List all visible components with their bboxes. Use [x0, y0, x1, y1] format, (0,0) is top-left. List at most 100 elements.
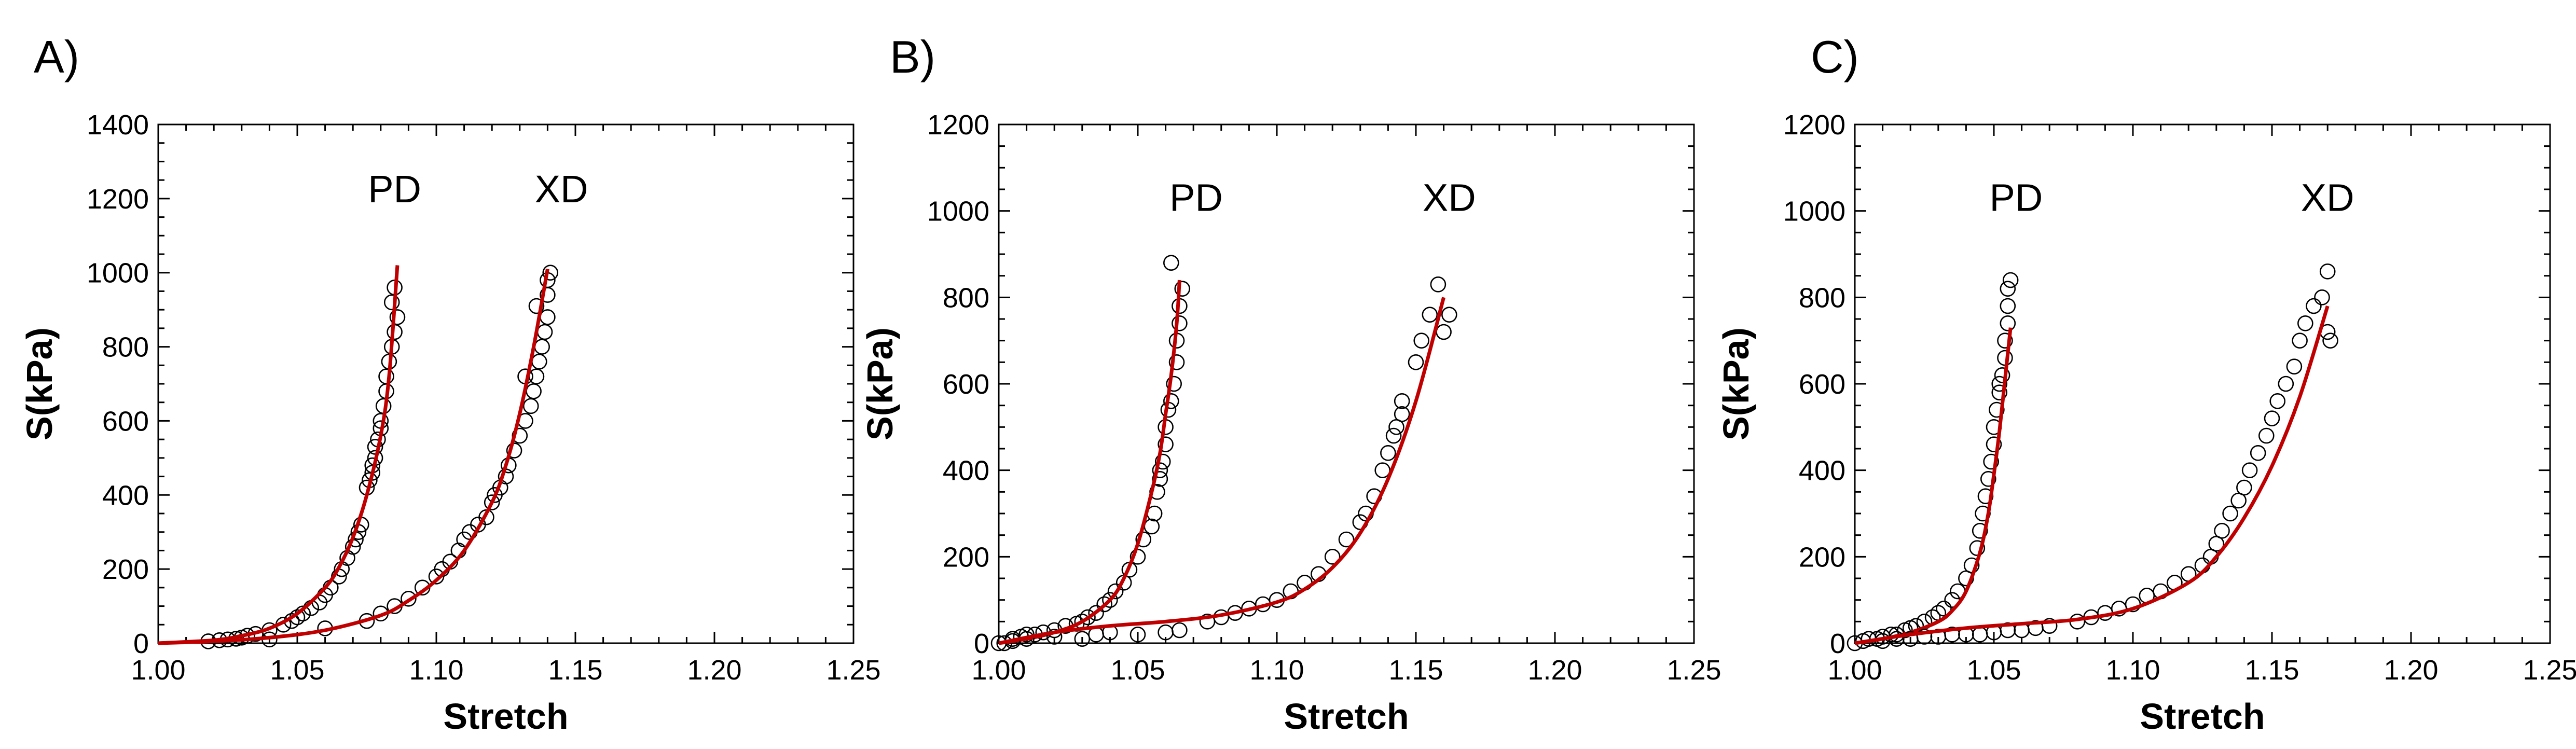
data-point [1107, 583, 1124, 600]
x-axis-title: Stretch [1284, 696, 1409, 737]
data-point [1380, 445, 1396, 461]
data-point [2222, 505, 2238, 522]
y-tick-label: 400 [102, 480, 149, 511]
series-xd: XD [1854, 176, 2354, 649]
data-point [2000, 315, 2016, 331]
data-point [1166, 376, 1182, 392]
data-point [996, 635, 1013, 651]
data-point [1324, 549, 1341, 565]
data-point [389, 309, 406, 325]
data-point [1046, 629, 1063, 645]
data-point [2002, 272, 2019, 288]
panel-c: C) 1.00 1.05 1.10 1.15 1.20 1.25 0 200 400 600 800 1… [1716, 31, 2576, 737]
y-tick-label: 400 [943, 455, 989, 487]
fit-line [1854, 327, 2013, 645]
data-point [383, 294, 400, 311]
y-tick-label: 400 [1799, 455, 1845, 487]
data-point [2041, 618, 2058, 634]
data-point [1168, 354, 1185, 370]
data-point [1080, 609, 1096, 626]
data-point [2214, 523, 2230, 539]
data-point [540, 309, 556, 325]
data-point [1152, 471, 1168, 487]
data-point [1129, 627, 1146, 643]
x-tick-label: 1.15 [548, 655, 602, 686]
data-point [542, 265, 559, 281]
panel-a: A) 1.00 1.05 1.10 1.15 1.20 1.25 0 200 400 600 800 1… [19, 31, 881, 737]
y-tick-label: 600 [102, 406, 149, 437]
x-tick-label: 1.10 [2105, 655, 2160, 686]
data-point [378, 368, 394, 385]
data-point [2250, 445, 2266, 461]
y-tick-label: 1000 [1783, 196, 1845, 227]
x-tick-label: 1.20 [1527, 655, 1582, 686]
data-point [1158, 436, 1174, 452]
data-point [1413, 332, 1430, 349]
x-tick-label: 1.10 [409, 655, 463, 686]
x-tick-label: 1.05 [270, 655, 324, 686]
y-tick-label: 200 [102, 554, 149, 585]
x-tick-label: 1.20 [2384, 655, 2438, 686]
data-point [1385, 427, 1402, 444]
series-label: PD [1169, 176, 1223, 219]
panel-label: A) [34, 31, 79, 82]
data-point [1096, 596, 1112, 613]
data-point [1441, 307, 1457, 323]
data-point [2322, 332, 2338, 349]
y-tick-label: 800 [943, 282, 989, 313]
x-tick-label: 1.15 [1388, 655, 1443, 686]
data-point [536, 324, 553, 340]
data-point [401, 590, 417, 607]
x-tick-label: 1.05 [1966, 655, 2021, 686]
data-point [1963, 557, 1980, 574]
data-point [1163, 393, 1179, 409]
y-axis-title: S(kPa) [860, 327, 900, 440]
data-point [1430, 276, 1447, 293]
data-point [1144, 518, 1160, 535]
data-point [1172, 315, 1188, 331]
data-point [1972, 523, 1988, 539]
x-tick-label: 1.20 [687, 655, 741, 686]
x-tick-label: 1.00 [131, 655, 185, 686]
data-point [2314, 289, 2330, 306]
data-point [1936, 601, 1952, 617]
x-tick-label: 1.25 [2523, 655, 2576, 686]
y-tick-label: 600 [1799, 369, 1845, 400]
data-point [1338, 531, 1355, 548]
data-point [1980, 471, 1996, 487]
data-point [526, 383, 542, 399]
data-point [2000, 298, 2016, 314]
y-tick-label: 0 [1830, 628, 1845, 659]
data-point [2286, 358, 2303, 374]
data-point [1969, 540, 1986, 556]
data-point [2241, 462, 2258, 478]
series-pd: PD [1847, 176, 2043, 651]
panel-b: B) 1.00 1.05 1.10 1.15 1.20 1.25 0 200 400 600 800 1… [860, 31, 1721, 737]
series-label: PD [1989, 176, 2043, 219]
data-point [1152, 462, 1168, 478]
data-point [2000, 281, 2016, 297]
data-point [2269, 393, 2286, 409]
x-tick-label: 1.00 [1827, 655, 1882, 686]
plot-frame [157, 123, 855, 644]
y-tick-label: 0 [974, 628, 989, 659]
data-point [1422, 307, 1438, 323]
series-label: PD [368, 168, 421, 211]
data-point [528, 298, 545, 314]
data-point [534, 339, 550, 355]
y-tick-label: 200 [1799, 542, 1845, 573]
panel-label: C) [1811, 31, 1859, 82]
data-point [1172, 622, 1188, 639]
plot-frame [998, 123, 1695, 644]
y-axis-title: S(kPa) [1716, 327, 1756, 440]
fit-line [158, 268, 549, 645]
y-tick-label: 0 [133, 628, 149, 659]
y-tick-label: 1400 [87, 109, 149, 141]
x-tick-label: 1.15 [2244, 655, 2299, 686]
data-point [2264, 410, 2280, 426]
data-point [1088, 605, 1104, 621]
data-point [1374, 462, 1390, 478]
fit-line [998, 280, 1181, 645]
data-point [2208, 536, 2225, 552]
